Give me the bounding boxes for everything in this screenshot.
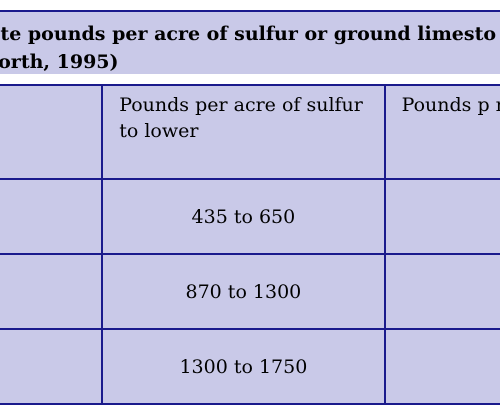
limestone-value-cell: [383, 178, 500, 255]
row-label-cell: [0, 328, 104, 405]
sulfur-value-cell: 870 to 1300: [101, 253, 386, 330]
caption-line-1: mate pounds per acre of sulfur or ground…: [0, 23, 497, 45]
table-row: 1300 to 1750: [0, 328, 500, 405]
table-row: 435 to 650: [0, 178, 500, 255]
table-header-row: Pounds per acre of sulfur to lower Pound…: [0, 84, 500, 180]
row-label-cell: [0, 178, 104, 255]
sulfur-value: 435 to 650: [191, 205, 296, 228]
limestone-value-cell: [383, 328, 500, 405]
header-cell-sulfur: Pounds per acre of sulfur to lower: [101, 84, 386, 180]
caption-line-2: tworth, 1995): [0, 51, 119, 73]
sulfur-value-cell: 1300 to 1750: [101, 328, 386, 405]
sulfur-value: 1300 to 1750: [179, 355, 308, 378]
limestone-value-cell: [383, 253, 500, 330]
sulfur-value-cell: 435 to 650: [101, 178, 386, 255]
sulfur-value: 870 to 1300: [185, 280, 302, 303]
row-label-cell: [0, 253, 104, 330]
header-cell-label: [0, 84, 104, 180]
table-row: 870 to 1300: [0, 253, 500, 330]
sulfur-limestone-table: Pounds per acre of sulfur to lower Pound…: [0, 84, 500, 405]
header-cell-limestone: Pounds p raise: [383, 84, 500, 180]
table-caption: mate pounds per acre of sulfur or ground…: [0, 10, 500, 74]
